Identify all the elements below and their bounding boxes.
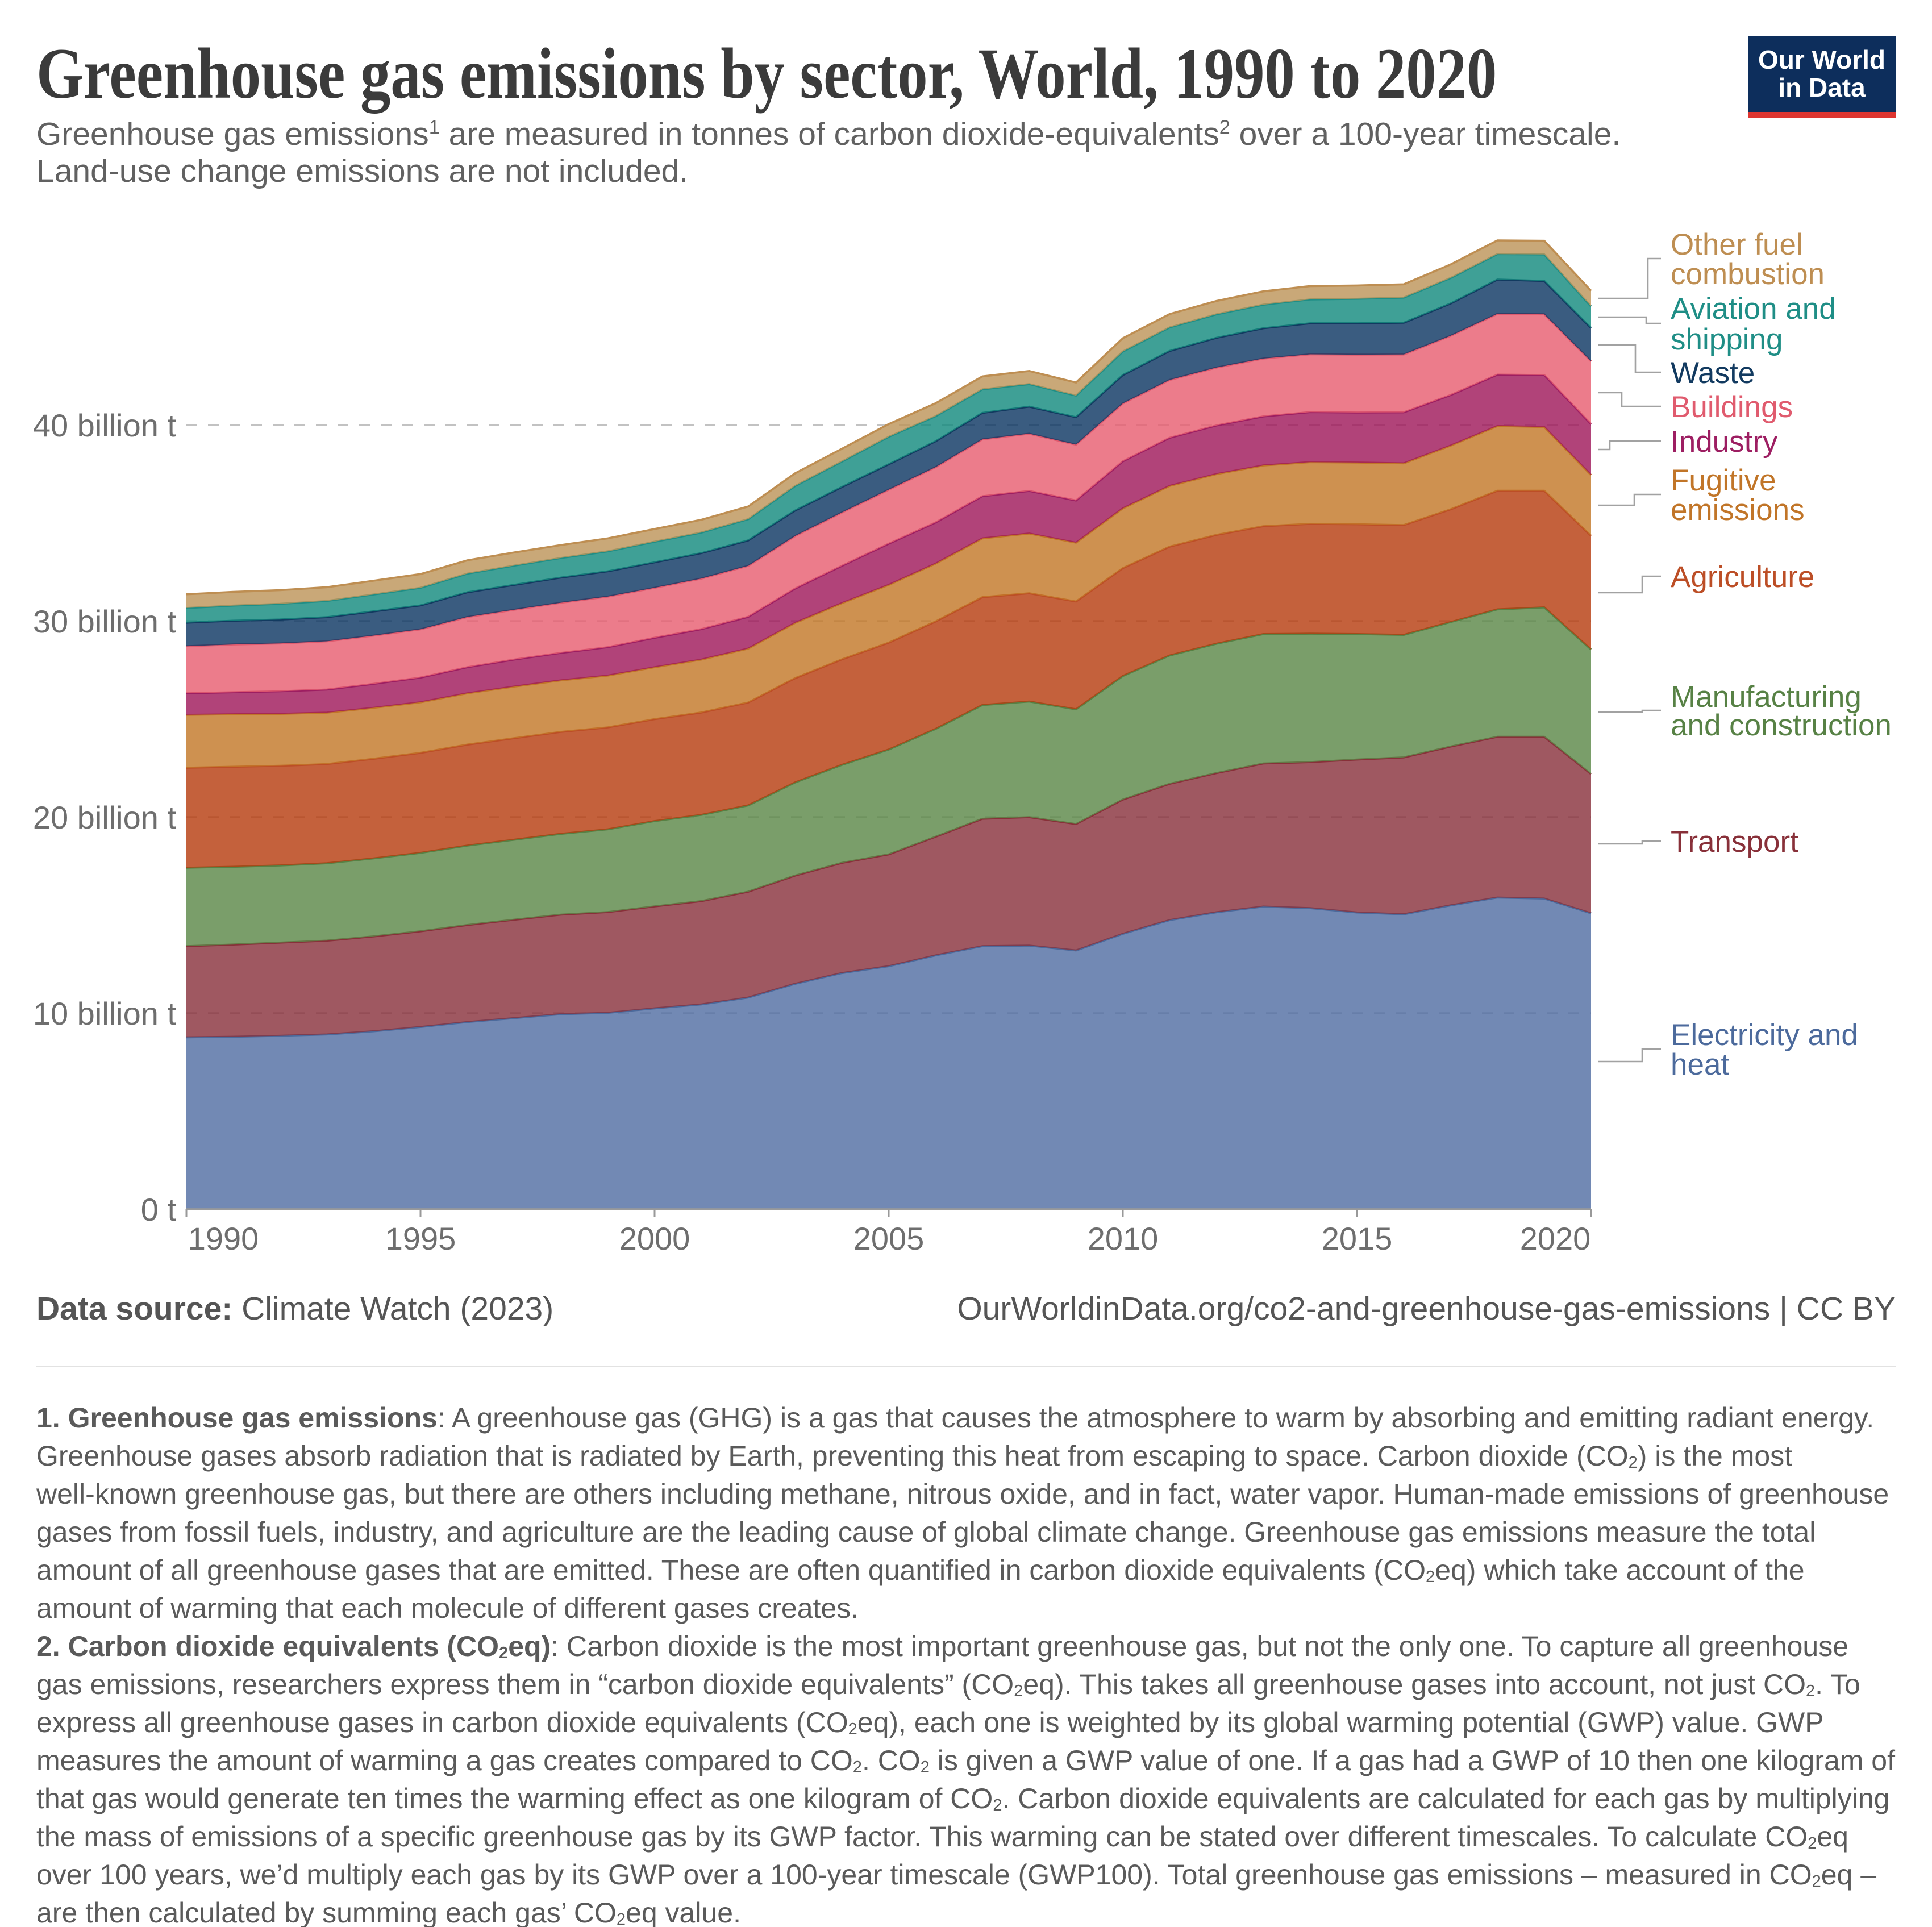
svg-text:Buildings: Buildings: [1671, 390, 1793, 424]
svg-text:2020: 2020: [1520, 1221, 1591, 1256]
svg-text:Agriculture: Agriculture: [1671, 560, 1814, 594]
svg-text:10 billion t: 10 billion t: [33, 996, 177, 1031]
svg-text:2010: 2010: [1088, 1221, 1159, 1256]
svg-text:Transport: Transport: [1671, 825, 1798, 859]
svg-text:Aviation and: Aviation and: [1671, 292, 1836, 326]
svg-text:and construction: and construction: [1671, 709, 1892, 742]
svg-text:heat: heat: [1671, 1048, 1729, 1081]
svg-text:2005: 2005: [853, 1221, 925, 1256]
svg-text:20 billion t: 20 billion t: [33, 800, 177, 835]
svg-text:2015: 2015: [1322, 1221, 1393, 1256]
svg-text:Waste: Waste: [1671, 356, 1755, 390]
svg-text:emissions: emissions: [1671, 493, 1805, 527]
svg-text:Fugitive: Fugitive: [1671, 464, 1776, 497]
svg-text:combustion: combustion: [1671, 257, 1825, 291]
svg-text:Other fuel: Other fuel: [1671, 228, 1803, 261]
svg-text:Electricity and: Electricity and: [1671, 1018, 1858, 1052]
svg-text:30 billion t: 30 billion t: [33, 604, 177, 639]
svg-text:0 t: 0 t: [141, 1192, 177, 1227]
svg-text:Industry: Industry: [1671, 425, 1778, 459]
svg-text:1995: 1995: [385, 1221, 456, 1256]
svg-text:40 billion t: 40 billion t: [33, 407, 177, 443]
svg-text:1990: 1990: [188, 1221, 259, 1256]
svg-text:Manufacturing: Manufacturing: [1671, 680, 1862, 714]
svg-text:2000: 2000: [619, 1221, 690, 1256]
svg-text:shipping: shipping: [1671, 323, 1783, 356]
